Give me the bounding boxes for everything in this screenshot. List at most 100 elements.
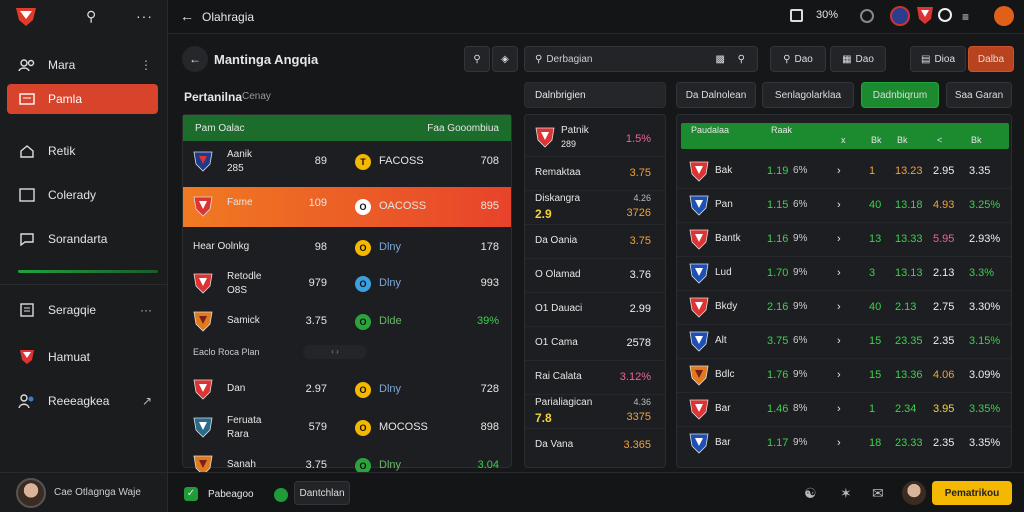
odd-e[interactable]: 4.06 (933, 369, 955, 381)
odd-d[interactable]: 13.23 (895, 165, 923, 177)
search-input[interactable]: ⚲ Derbagian ▩ ⚲ (524, 46, 758, 72)
odds-row[interactable]: O Olamad 3.76 (525, 259, 665, 293)
sidebar-item-retik[interactable]: Retik (0, 136, 168, 166)
odd-d[interactable]: 13.13 (895, 267, 923, 279)
odd-e[interactable]: 5.95 (933, 233, 955, 245)
odd-value[interactable]: 3726 (626, 207, 651, 219)
odd-c[interactable]: 15 (869, 369, 882, 381)
clock-icon[interactable] (860, 9, 874, 23)
search-button[interactable]: ⚲ (464, 46, 490, 72)
odd-f[interactable]: 3.3% (969, 267, 995, 279)
odd-a[interactable]: 1.70 (767, 267, 789, 279)
odd-c[interactable]: 15 (869, 335, 882, 347)
column-header[interactable]: x (841, 135, 846, 145)
odd-f[interactable]: 3.30% (969, 301, 1001, 313)
shield-icon[interactable] (916, 6, 934, 26)
camera-icon[interactable] (790, 9, 803, 22)
odd-d[interactable]: 2.13 (895, 301, 917, 313)
more-icon[interactable]: ··· (136, 8, 153, 24)
odd-value[interactable]: 898 (480, 421, 499, 433)
search-submit-icon[interactable]: ⚲ (737, 53, 745, 65)
fixture-row[interactable]: Dan 2.97 O Dlny 728 (183, 373, 511, 407)
odd-value[interactable]: 1.5% (625, 133, 651, 145)
toolbar-button-2[interactable]: ▦ Dao (830, 46, 886, 72)
odds-row[interactable]: Diskangra 2.9 4.26 3726 (525, 191, 665, 225)
market-row[interactable]: Bak 1.19 6% › 1 13.23 2.95 3.35 (677, 155, 1011, 189)
odd-a[interactable]: 2.16 (767, 301, 789, 313)
odd-c[interactable]: 1 (869, 165, 876, 177)
odd-b[interactable]: 6% (793, 165, 808, 176)
check-icon[interactable]: ✓ (184, 487, 198, 501)
sidebar-item-hamuat[interactable]: Hamuat (0, 342, 168, 372)
chevron-right-icon[interactable]: › (837, 165, 841, 177)
odd-e[interactable]: 2.35 (933, 437, 955, 449)
sidebar-item-reeeagkea[interactable]: Reeeagkea ↗ (0, 386, 168, 416)
odd-a[interactable]: 1.17 (767, 437, 789, 449)
share-icon[interactable]: ✶ (840, 485, 852, 501)
odd-e[interactable]: 4.93 (933, 199, 955, 211)
action-button[interactable]: Dantchlan (294, 481, 350, 505)
app-logo-icon[interactable] (14, 6, 38, 28)
odd-e[interactable]: 2.35 (933, 335, 955, 347)
odd-value[interactable]: 708 (480, 155, 499, 167)
odds-row[interactable]: Da Vana 3.365 (525, 429, 665, 463)
chevron-right-icon[interactable]: › (837, 369, 841, 381)
sidebar-item-mara[interactable]: Mara ⋮ (0, 50, 168, 80)
odd-d[interactable]: 2.34 (895, 403, 917, 415)
odd-value[interactable]: 895 (480, 200, 499, 212)
column-header[interactable]: Bk (871, 135, 882, 145)
odd-value[interactable]: 3.75 (629, 167, 651, 179)
odd-value[interactable]: 3.75 (629, 235, 651, 247)
odds-row[interactable]: Rai Calata 3.12% (525, 361, 665, 395)
fixture-row[interactable]: Samick 3.75 O Dlde 39% (183, 305, 511, 339)
pager-pill[interactable]: ‹ › (303, 345, 367, 359)
kebab-icon[interactable]: ⋮ (140, 58, 152, 72)
odd-f[interactable]: 3.09% (969, 369, 1001, 381)
fixture-row[interactable]: Aanik 285 89 T FACOSS 708 (183, 145, 511, 179)
avatar[interactable] (902, 481, 926, 505)
odd-c[interactable]: 40 (869, 301, 882, 313)
back-icon[interactable]: ← (182, 46, 208, 72)
odd-value[interactable]: 3.365 (623, 439, 651, 451)
fixture-row[interactable]: Feruata Rara 579 O MOCOSS 898 (183, 411, 511, 445)
odd-b[interactable]: 9% (793, 437, 808, 448)
odd-d[interactable]: 13.33 (895, 233, 923, 245)
tab-3[interactable]: Saa Garan (946, 82, 1012, 108)
odd-c[interactable]: 18 (869, 437, 882, 449)
odds-row[interactable]: Remaktaa 3.75 (525, 157, 665, 191)
odd-value[interactable]: 3.76 (629, 269, 651, 281)
odd-a[interactable]: 3.75 (767, 335, 789, 347)
tab-1[interactable]: Senlagolarklaa (762, 82, 854, 108)
odd-d[interactable]: 13.36 (895, 369, 923, 381)
sidebar-item-seragqie[interactable]: Seragqie ··· (0, 295, 168, 325)
odd-value[interactable]: 178 (480, 241, 499, 253)
odds-row[interactable]: O1 Cama 2578 (525, 327, 665, 361)
chevron-right-icon[interactable]: › (837, 437, 841, 449)
toolbar-button-1[interactable]: ⚲ Dao (770, 46, 826, 72)
column-header[interactable]: Paudalaa (691, 125, 730, 135)
fixture-row[interactable]: Hear Oolnkg 98 O Dlny 178 (183, 231, 511, 265)
odd-a[interactable]: 1.76 (767, 369, 789, 381)
odd-value[interactable]: 2.99 (629, 303, 651, 315)
chevron-right-icon[interactable]: › (837, 267, 841, 279)
column-header[interactable]: Bk (971, 135, 982, 145)
primary-cta-button[interactable]: Pematrikou (932, 481, 1012, 505)
chevron-right-icon[interactable]: › (837, 301, 841, 313)
odd-c[interactable]: 40 (869, 199, 882, 211)
odd-b[interactable]: 9% (793, 369, 808, 380)
odd-e[interactable]: 2.95 (933, 165, 955, 177)
odd-c[interactable]: 3 (869, 267, 876, 279)
fixture-row[interactable]: Eaclo Roca Plan ‹ › (183, 343, 511, 361)
team-badge-icon[interactable] (890, 6, 910, 26)
odd-e[interactable]: 2.13 (933, 267, 955, 279)
odd-a[interactable]: 1.16 (767, 233, 789, 245)
market-row[interactable]: Bkdy 2.16 9% › 40 2.13 2.75 3.30% (677, 291, 1011, 325)
chevron-right-icon[interactable]: › (837, 403, 841, 415)
more-icon[interactable]: ··· (140, 303, 152, 317)
column-header[interactable]: Bk (897, 135, 908, 145)
odd-d[interactable]: 13.18 (895, 199, 923, 211)
odd-value[interactable]: 2578 (626, 337, 651, 349)
odd-b[interactable]: 9% (793, 301, 808, 312)
odd-value[interactable]: 3375 (626, 411, 651, 423)
profile-icon[interactable] (994, 6, 1014, 26)
